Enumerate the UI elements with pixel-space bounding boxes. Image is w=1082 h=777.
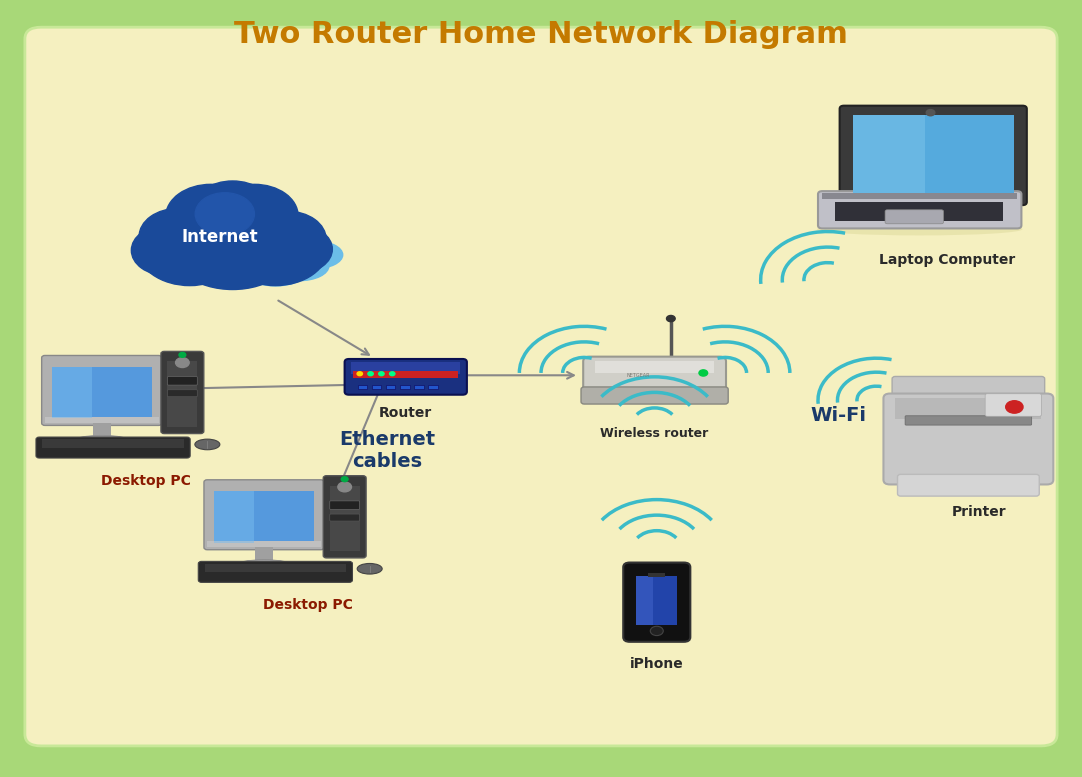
FancyBboxPatch shape <box>818 191 1021 228</box>
Bar <box>648 573 665 577</box>
Text: Desktop PC: Desktop PC <box>263 598 354 612</box>
Circle shape <box>223 210 329 286</box>
Circle shape <box>167 194 299 290</box>
Bar <box>351 362 461 374</box>
Bar <box>208 541 320 547</box>
Circle shape <box>193 181 273 239</box>
Circle shape <box>357 371 362 375</box>
Ellipse shape <box>286 241 343 269</box>
Bar <box>330 486 359 552</box>
Text: Ethernet
cables: Ethernet cables <box>340 430 435 471</box>
Bar <box>44 416 159 423</box>
Bar <box>1041 402 1054 472</box>
Circle shape <box>140 208 217 264</box>
Text: NETGEAR: NETGEAR <box>626 373 650 378</box>
FancyBboxPatch shape <box>905 416 1032 425</box>
Circle shape <box>390 371 395 375</box>
FancyBboxPatch shape <box>840 106 1027 205</box>
FancyBboxPatch shape <box>324 476 366 558</box>
FancyBboxPatch shape <box>885 210 944 224</box>
Bar <box>372 385 382 388</box>
Bar <box>400 385 409 388</box>
FancyBboxPatch shape <box>581 387 728 404</box>
Circle shape <box>341 477 348 482</box>
Text: Internet: Internet <box>182 228 258 246</box>
FancyBboxPatch shape <box>203 480 325 550</box>
FancyBboxPatch shape <box>985 394 1041 416</box>
FancyBboxPatch shape <box>330 514 359 521</box>
FancyBboxPatch shape <box>36 437 190 458</box>
Bar <box>255 545 273 562</box>
FancyBboxPatch shape <box>898 474 1039 497</box>
FancyBboxPatch shape <box>41 356 162 426</box>
Circle shape <box>379 371 384 375</box>
Bar <box>214 491 314 542</box>
Circle shape <box>131 225 201 276</box>
FancyBboxPatch shape <box>198 561 353 583</box>
Text: Two Router Home Network Diagram: Two Router Home Network Diagram <box>234 20 848 50</box>
Circle shape <box>166 184 256 249</box>
Text: iPhone: iPhone <box>630 657 684 671</box>
Circle shape <box>211 184 298 247</box>
Text: Desktop PC: Desktop PC <box>101 474 192 488</box>
Bar <box>636 576 677 625</box>
Bar <box>428 385 437 388</box>
Bar <box>42 439 184 448</box>
Text: Wireless router: Wireless router <box>601 427 709 441</box>
Bar <box>52 367 151 418</box>
Bar <box>386 385 396 388</box>
Circle shape <box>265 225 332 274</box>
Circle shape <box>179 353 186 357</box>
Circle shape <box>195 193 254 235</box>
FancyBboxPatch shape <box>168 377 197 385</box>
Ellipse shape <box>357 563 382 574</box>
Text: Wi-Fi: Wi-Fi <box>810 406 867 425</box>
Circle shape <box>650 626 663 636</box>
Bar <box>353 371 459 378</box>
Circle shape <box>1006 401 1022 413</box>
Circle shape <box>136 210 242 286</box>
Text: Laptop Computer: Laptop Computer <box>879 253 1015 267</box>
Bar <box>357 385 367 388</box>
Bar <box>835 202 1003 221</box>
Bar <box>204 564 346 572</box>
Ellipse shape <box>74 435 130 447</box>
Circle shape <box>368 371 373 375</box>
FancyBboxPatch shape <box>161 351 203 434</box>
Circle shape <box>248 211 326 267</box>
Bar <box>636 576 652 625</box>
Bar <box>822 193 1017 199</box>
Bar <box>214 491 254 542</box>
FancyBboxPatch shape <box>892 377 1045 409</box>
Bar <box>853 115 1014 196</box>
Ellipse shape <box>817 223 1022 235</box>
Bar <box>93 421 110 437</box>
FancyBboxPatch shape <box>25 27 1057 746</box>
Bar <box>896 398 1041 419</box>
Text: Router: Router <box>379 406 433 420</box>
Circle shape <box>175 357 189 368</box>
Bar <box>595 361 714 373</box>
Circle shape <box>338 482 352 492</box>
Ellipse shape <box>195 439 220 450</box>
FancyBboxPatch shape <box>168 390 197 397</box>
Circle shape <box>667 315 675 322</box>
Ellipse shape <box>243 254 308 286</box>
FancyBboxPatch shape <box>883 393 1054 485</box>
FancyBboxPatch shape <box>583 357 726 397</box>
Ellipse shape <box>268 251 329 280</box>
Bar <box>853 115 925 196</box>
Bar <box>52 367 92 418</box>
Ellipse shape <box>236 559 292 571</box>
FancyBboxPatch shape <box>623 563 690 642</box>
Bar <box>168 361 197 427</box>
Circle shape <box>699 370 708 376</box>
Bar <box>413 385 424 388</box>
FancyBboxPatch shape <box>330 501 359 510</box>
Text: Printer: Printer <box>952 505 1006 519</box>
Circle shape <box>926 110 935 116</box>
FancyBboxPatch shape <box>344 359 467 395</box>
